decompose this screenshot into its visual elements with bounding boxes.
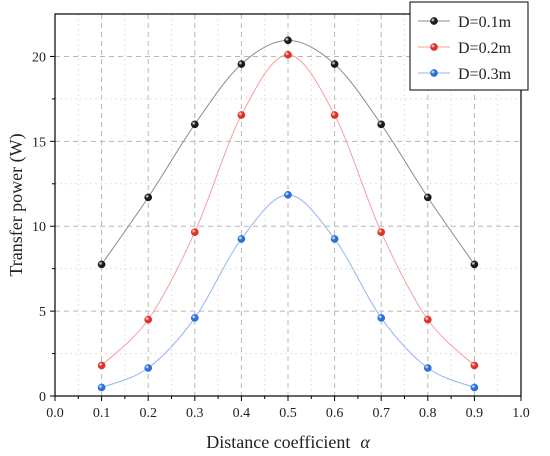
y-axis-title: Transfer power (W) — [6, 133, 27, 276]
x-tick-label: 0.1 — [93, 406, 111, 421]
legend-box — [409, 1, 529, 91]
y-tick-label: 0 — [39, 390, 46, 405]
legend-label: D=0.3m — [458, 66, 512, 83]
data-point — [190, 228, 199, 237]
data-point — [144, 193, 153, 202]
data-point — [144, 364, 153, 372]
x-axis-title-symbol: α — [360, 432, 370, 452]
data-point — [330, 60, 339, 68]
legend-marker — [430, 69, 438, 77]
y-tick-label: 5 — [39, 305, 46, 320]
data-point — [237, 235, 246, 243]
x-tick-label: 0.7 — [372, 406, 390, 421]
data-point — [97, 361, 106, 370]
x-axis-title-text: Distance coefficient — [206, 432, 350, 452]
legend-label: D=0.1m — [458, 14, 512, 31]
data-point — [377, 228, 386, 237]
data-point — [144, 315, 153, 324]
axis-ticks: 0.0 0.1 0.2 0.3 0.4 0.5 0.6 0.7 0.8 0.9 1.0 0 5 10 15 2… — [32, 50, 530, 421]
x-tick-label: 0.6 — [326, 406, 344, 421]
x-tick-label: 0.9 — [466, 406, 484, 421]
data-point — [284, 190, 292, 199]
data-point — [284, 36, 292, 45]
data-point — [237, 60, 246, 68]
legend-label: D=0.2m — [458, 40, 512, 57]
x-axis-title: Distance coefficient α — [206, 432, 370, 452]
x-tick-label: 0.4 — [233, 406, 251, 421]
data-point — [237, 111, 246, 119]
x-tick-label: 0.3 — [186, 406, 204, 421]
data-point — [97, 383, 106, 392]
series-line-2 — [101, 54, 475, 366]
x-tick-label: 0.5 — [279, 406, 297, 421]
y-tick-label: 10 — [32, 220, 46, 235]
y-tick-label: 20 — [32, 50, 46, 65]
data-point — [377, 120, 386, 129]
legend-marker — [430, 17, 438, 25]
data-point — [330, 111, 339, 119]
legend-marker — [430, 43, 438, 51]
x-tick-label: 1.0 — [512, 406, 530, 421]
x-tick-label: 0.0 — [46, 406, 64, 421]
x-tick-label: 0.8 — [419, 406, 437, 421]
data-point — [377, 314, 386, 322]
data-point — [97, 260, 106, 269]
data-point — [284, 50, 292, 59]
data-point — [470, 383, 479, 392]
data-point — [190, 120, 199, 129]
legend: D=0.1m D=0.2m D=0.3m — [409, 1, 529, 91]
data-points — [97, 36, 479, 392]
data-point — [330, 235, 339, 243]
data-point — [470, 361, 479, 370]
data-point — [423, 193, 432, 202]
data-point — [423, 364, 432, 372]
data-point — [423, 315, 432, 324]
data-point — [470, 260, 479, 269]
x-tick-label: 0.2 — [139, 406, 157, 421]
y-tick-label: 15 — [32, 135, 46, 150]
data-point — [190, 314, 199, 322]
